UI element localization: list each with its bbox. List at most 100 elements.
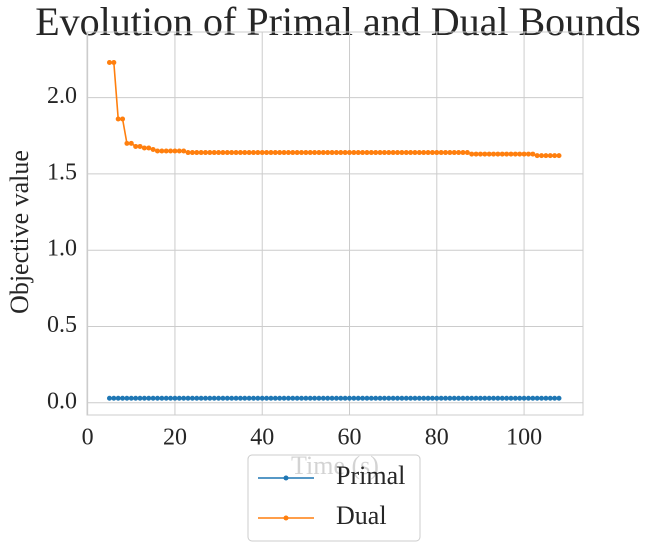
data-point — [351, 150, 357, 156]
data-point — [390, 150, 396, 156]
data-point — [377, 150, 383, 156]
data-point — [434, 395, 440, 401]
data-point — [194, 150, 200, 156]
data-point — [543, 395, 549, 401]
data-point — [368, 150, 374, 156]
data-point — [120, 116, 126, 122]
data-point — [189, 395, 195, 401]
data-point — [106, 395, 112, 401]
data-point — [312, 150, 318, 156]
data-point — [268, 150, 274, 156]
data-point — [504, 151, 510, 157]
legend-marker — [283, 515, 289, 521]
data-point — [237, 150, 243, 156]
data-point — [159, 395, 165, 401]
data-point — [456, 150, 462, 156]
data-point — [176, 148, 182, 154]
data-point — [207, 395, 213, 401]
data-point — [281, 150, 287, 156]
data-point — [329, 150, 335, 156]
data-point — [403, 150, 409, 156]
data-point — [355, 150, 361, 156]
data-point — [447, 395, 453, 401]
data-point — [233, 395, 239, 401]
data-point — [115, 395, 121, 401]
data-point — [250, 395, 256, 401]
data-point — [482, 151, 488, 157]
data-point — [429, 395, 435, 401]
data-point — [111, 60, 117, 66]
data-point — [355, 395, 361, 401]
data-point — [381, 395, 387, 401]
data-point — [504, 395, 510, 401]
data-point — [111, 395, 117, 401]
data-point — [530, 395, 536, 401]
plot-frame — [86, 31, 584, 416]
data-point — [390, 395, 396, 401]
data-point — [525, 151, 531, 157]
data-point — [403, 395, 409, 401]
data-point — [395, 150, 401, 156]
data-point — [172, 395, 178, 401]
data-point — [521, 395, 527, 401]
data-point — [395, 395, 401, 401]
data-point — [539, 153, 545, 159]
data-point — [386, 395, 392, 401]
data-point — [277, 150, 283, 156]
data-point — [264, 395, 270, 401]
data-point — [316, 150, 322, 156]
data-point — [416, 150, 422, 156]
data-point — [154, 395, 160, 401]
data-point — [137, 395, 143, 401]
data-point — [146, 145, 152, 151]
data-point — [299, 150, 305, 156]
chart-title: Evolution of Primal and Dual Bounds — [35, 0, 641, 44]
data-point — [255, 150, 261, 156]
data-point — [154, 148, 160, 154]
data-point — [211, 150, 217, 156]
data-point — [447, 150, 453, 156]
data-point — [473, 395, 479, 401]
data-point — [477, 395, 483, 401]
data-point — [277, 395, 283, 401]
data-point — [202, 150, 208, 156]
data-point — [333, 395, 339, 401]
data-point — [159, 148, 165, 154]
data-point — [312, 395, 318, 401]
data-point — [259, 150, 265, 156]
x-tick-label: 60 — [338, 425, 362, 451]
legend: Primal Dual — [247, 454, 421, 542]
data-point — [368, 395, 374, 401]
data-point — [216, 395, 222, 401]
data-point — [377, 395, 383, 401]
data-point — [360, 395, 366, 401]
x-tick-label: 40 — [250, 425, 274, 451]
data-point — [115, 116, 121, 122]
data-point — [508, 151, 514, 157]
data-point — [168, 148, 174, 154]
data-point — [521, 151, 527, 157]
data-point — [412, 150, 418, 156]
data-point — [456, 395, 462, 401]
data-point — [491, 395, 497, 401]
data-point — [176, 395, 182, 401]
data-point — [495, 395, 501, 401]
data-point — [325, 150, 331, 156]
legend-marker — [283, 475, 289, 481]
data-point — [373, 150, 379, 156]
data-point — [399, 395, 405, 401]
data-point — [482, 395, 488, 401]
data-point — [146, 395, 152, 401]
data-point — [124, 140, 130, 146]
data-point — [255, 395, 261, 401]
y-axis-label: Objective value — [5, 150, 34, 314]
data-point — [486, 395, 492, 401]
data-point — [451, 395, 457, 401]
data-point — [307, 150, 313, 156]
data-point — [320, 150, 326, 156]
data-point — [303, 150, 309, 156]
data-point — [351, 395, 357, 401]
data-point — [408, 150, 414, 156]
data-point — [207, 150, 213, 156]
y-tick-label: 1.0 — [47, 236, 77, 262]
